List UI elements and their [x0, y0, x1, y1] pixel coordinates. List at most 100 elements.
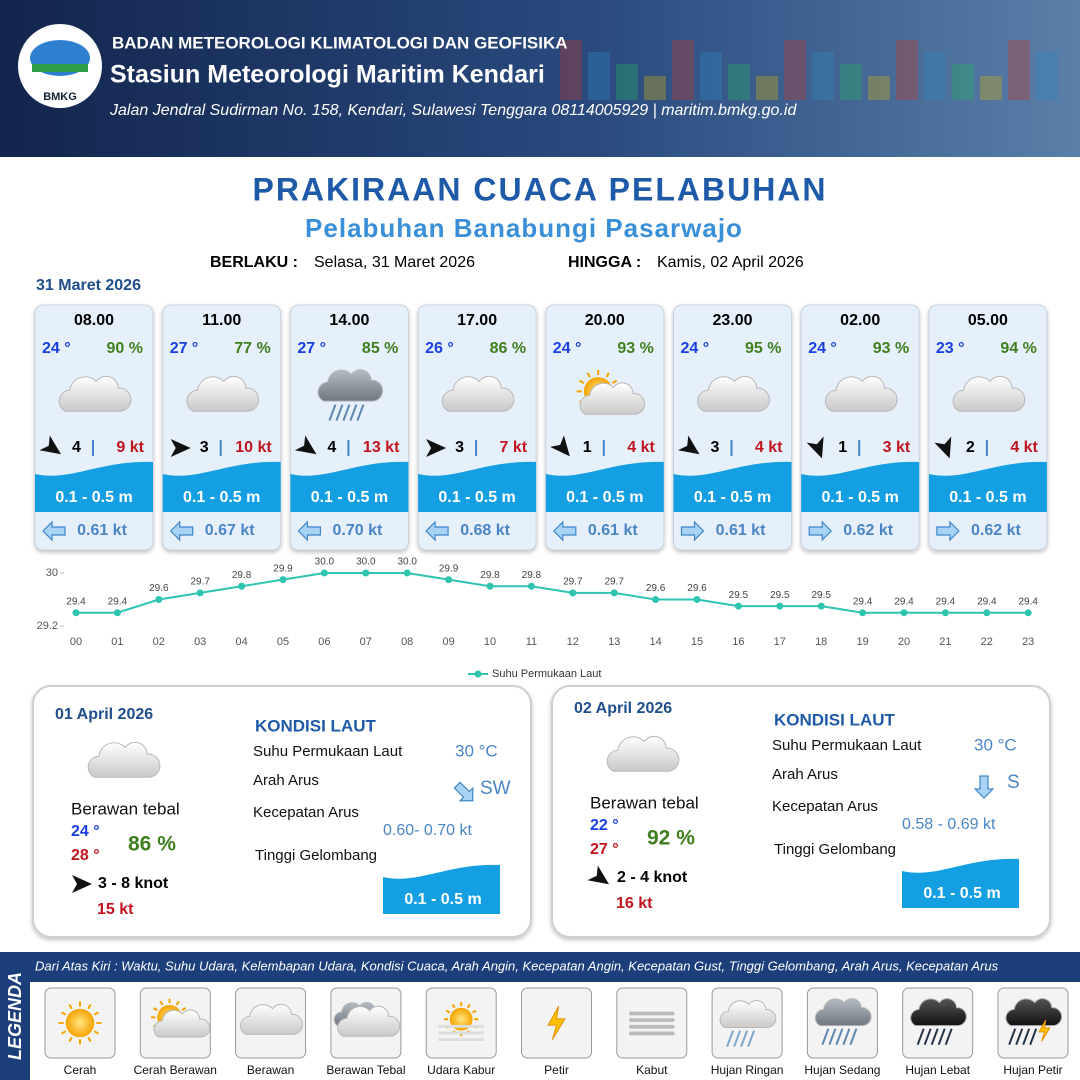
subtitle: Pelabuhan Banabungi Pasarwajo — [305, 213, 743, 243]
dir-value: S — [1007, 772, 1020, 793]
legend-item: Cerah Berawan — [134, 1063, 217, 1077]
legend-item: Hujan Lebat — [905, 1063, 970, 1077]
legend-description: Dari Atas Kiri : Waktu, Suhu Udara, Kele… — [35, 958, 999, 973]
x-tick-label: 19 — [856, 636, 868, 648]
rain-drop — [835, 1028, 844, 1046]
temp-min: 22 ° — [590, 817, 619, 834]
line — [76, 572, 1029, 614]
humidity: 85 % — [362, 340, 398, 357]
header-deco — [700, 52, 722, 100]
legend-bar — [0, 952, 1080, 982]
wave-band — [418, 461, 537, 512]
weather-icon — [719, 999, 777, 1047]
speed-value: 0.60- 0.70 kt — [383, 822, 473, 839]
bolt — [1038, 1019, 1051, 1042]
rain-drop — [342, 404, 351, 421]
header-deco — [588, 52, 610, 100]
x-tick-label: 05 — [277, 636, 289, 648]
rain-drop — [821, 1028, 830, 1046]
current-arrow — [42, 520, 66, 542]
data-label: 29.4 — [66, 596, 86, 607]
time: 17.00 — [457, 312, 497, 329]
rain-drop — [937, 1028, 946, 1046]
wave-height: 0.1 - 0.5 m — [183, 489, 260, 506]
fog-band — [629, 1031, 675, 1036]
header-deco — [1036, 52, 1058, 100]
valid-to: Kamis, 02 April 2026 — [657, 254, 804, 271]
gust: 4 kt — [1010, 439, 1038, 456]
speed-value: 0.58 - 0.69 kt — [902, 816, 996, 833]
section-title: KONDISI LAUT — [774, 710, 896, 729]
humidity: 90 % — [107, 340, 143, 357]
valid-from-label: BERLAKU : — [210, 254, 298, 271]
humidity: 77 % — [234, 340, 270, 357]
title: PRAKIRAAN CUACA PELABUHAN — [252, 171, 827, 207]
cloud-shape — [824, 375, 898, 412]
x-tick-label: 17 — [774, 636, 786, 648]
wave-height: 0.1 - 0.5 m — [55, 489, 132, 506]
data-label: 30.0 — [356, 557, 376, 568]
cloud-shape — [58, 375, 132, 412]
wind-arrow — [587, 865, 610, 885]
sun-ray — [68, 1003, 73, 1010]
wind-arrow — [170, 439, 191, 457]
time: 08.00 — [74, 312, 114, 329]
rain-drop — [335, 404, 344, 421]
temp-max: 28 ° — [71, 847, 100, 864]
x-tick-label: 22 — [981, 636, 993, 648]
header-deco — [952, 64, 974, 100]
day-wave — [383, 864, 500, 914]
rain-drop — [1015, 1028, 1024, 1046]
current-arrow — [552, 520, 577, 542]
cloud-shape — [240, 1003, 303, 1035]
sun-ray — [60, 1011, 67, 1016]
legend-item: Hujan Ringan — [711, 1063, 784, 1077]
data-label: 29.6 — [646, 583, 666, 594]
rain-drop — [1022, 1028, 1031, 1046]
sun-ray — [466, 1003, 471, 1009]
x-tick-label: 09 — [442, 636, 454, 648]
current-speed: 0.61 kt — [588, 522, 638, 539]
x-tick-label: 06 — [318, 636, 330, 648]
point — [734, 602, 742, 610]
gust: 7 kt — [500, 439, 528, 456]
point — [859, 609, 867, 617]
data-label: 29.6 — [687, 583, 707, 594]
condition: Berawan tebal — [590, 793, 699, 812]
point — [445, 576, 453, 584]
section-title: KONDISI LAUT — [255, 716, 377, 735]
wave-height: 0.1 - 0.5 m — [822, 489, 899, 506]
day-date: 02 April 2026 — [574, 700, 672, 717]
wind-arrow — [294, 435, 317, 455]
dir-value: SW — [480, 778, 511, 799]
point — [569, 589, 577, 597]
cloud-shape — [1005, 998, 1063, 1027]
data-label: 29.9 — [273, 563, 293, 574]
point — [941, 609, 949, 617]
x-tick-label: 02 — [153, 636, 165, 648]
sun-disc — [65, 1008, 95, 1038]
current-arrow — [453, 781, 474, 802]
weather-icon — [629, 1011, 675, 1036]
gust: 4 kt — [755, 439, 783, 456]
cloud-shape — [697, 375, 770, 412]
current-arrow — [808, 520, 833, 542]
wave-height: 0.1 - 0.5 m — [694, 489, 771, 506]
current-speed: 0.68 kt — [460, 522, 510, 539]
bolt — [547, 1006, 566, 1040]
weather-icon — [824, 375, 898, 412]
point — [196, 589, 204, 597]
point — [279, 576, 287, 584]
wave-band — [290, 461, 409, 512]
humidity: 86 % — [490, 340, 526, 357]
current-arrow — [425, 520, 449, 542]
header-deco — [868, 76, 890, 100]
haze-band — [438, 1031, 484, 1035]
sun-ray — [586, 372, 591, 378]
wind-speed: 1 — [583, 439, 592, 456]
legend-item: Udara Kabur — [427, 1063, 495, 1077]
time: 02.00 — [840, 312, 880, 329]
point — [1024, 609, 1032, 617]
wind-speed: 2 — [966, 439, 975, 456]
point — [693, 596, 701, 603]
